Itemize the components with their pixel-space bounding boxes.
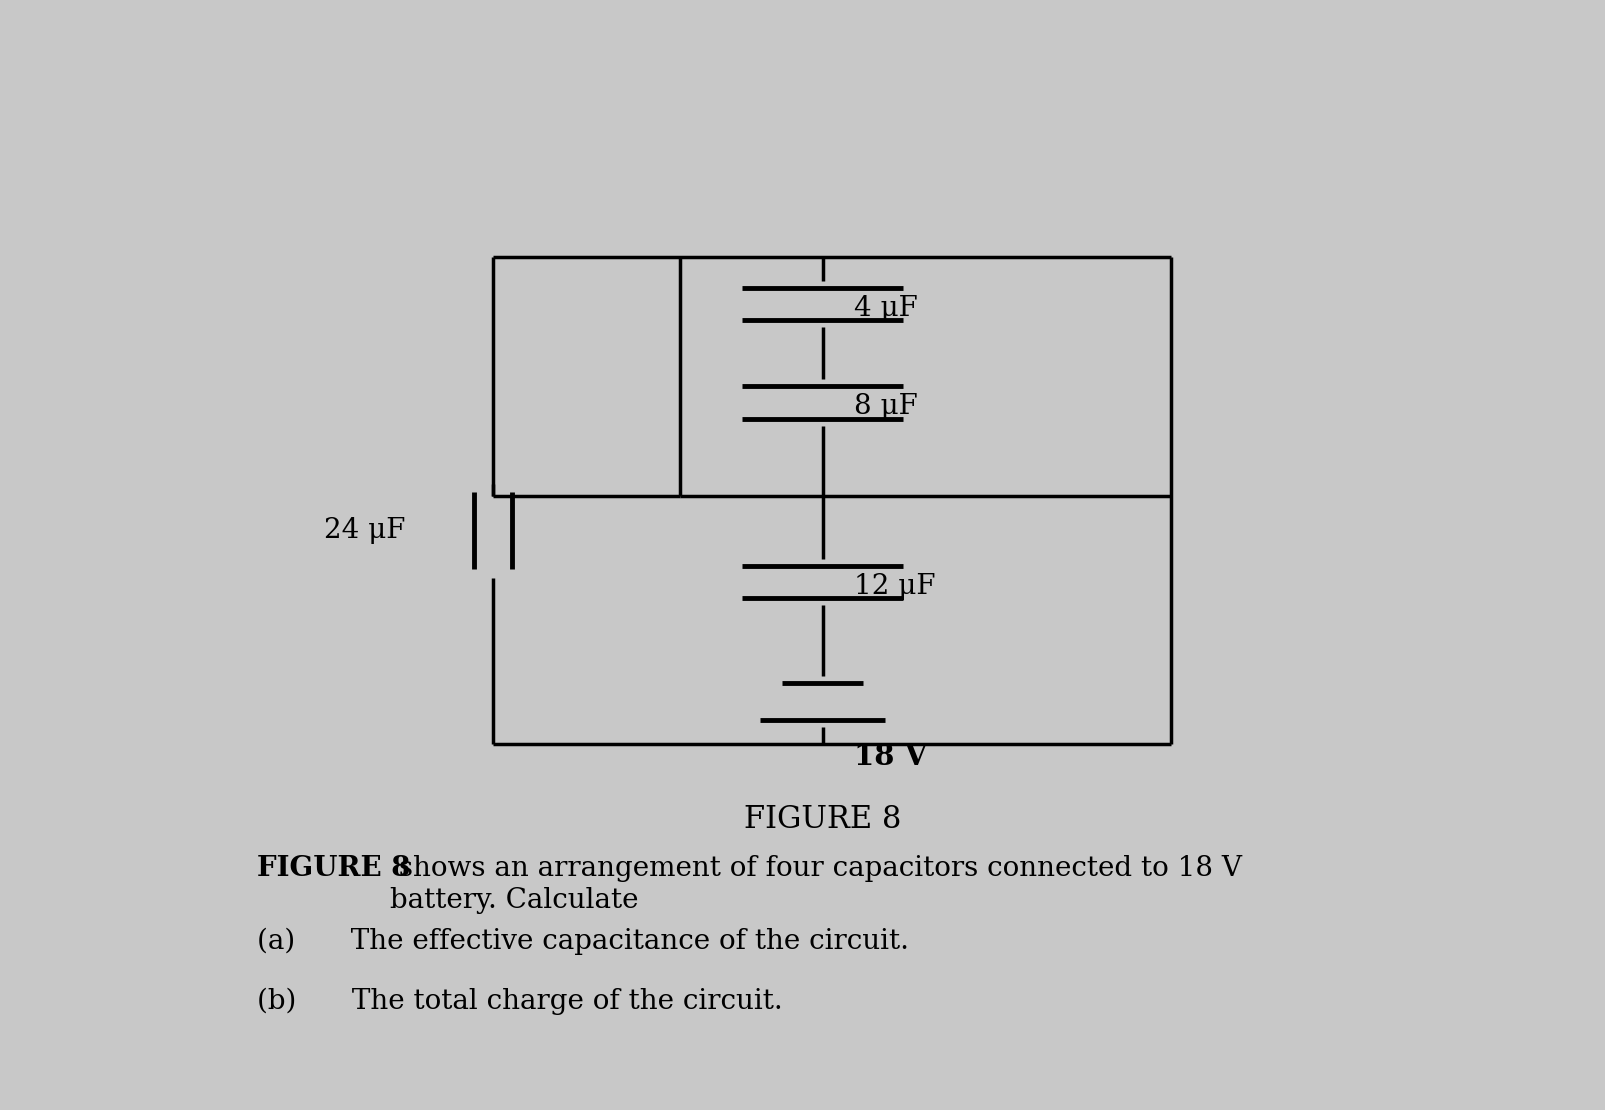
Text: 24 μF: 24 μF bbox=[324, 517, 406, 544]
Text: (b)  The total charge of the circuit.: (b) The total charge of the circuit. bbox=[257, 988, 782, 1016]
Text: shows an arrangement of four capacitors connected to 18 V
battery. Calculate: shows an arrangement of four capacitors … bbox=[390, 856, 1242, 914]
Text: 8 μF: 8 μF bbox=[854, 393, 918, 421]
Text: 18 V: 18 V bbox=[854, 741, 928, 770]
Text: FIGURE 8: FIGURE 8 bbox=[257, 856, 411, 882]
Text: FIGURE 8: FIGURE 8 bbox=[743, 804, 902, 835]
Text: 4 μF: 4 μF bbox=[854, 295, 918, 322]
Text: 12 μF: 12 μF bbox=[854, 573, 936, 599]
Text: (a)  The effective capacitance of the circuit.: (a) The effective capacitance of the cir… bbox=[257, 928, 908, 956]
